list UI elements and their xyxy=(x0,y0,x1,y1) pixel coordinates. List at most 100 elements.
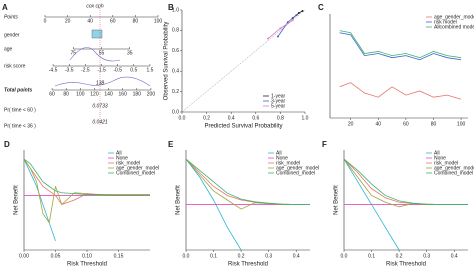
tick-label: 180 xyxy=(133,91,142,97)
series-line xyxy=(339,30,462,59)
x-axis-label: Risk Threshold xyxy=(67,262,107,268)
panel-label: A xyxy=(2,3,8,12)
row-label: age xyxy=(4,46,13,52)
x-tick-label: 60 xyxy=(403,121,409,127)
x-tick-label: 40 xyxy=(376,121,382,127)
y-tick-label: 0.2 xyxy=(172,89,179,95)
x-tick-label: 0.4 xyxy=(228,115,235,121)
y-axis-label: Net Benefit xyxy=(176,185,182,215)
tick-label: 80 xyxy=(133,18,139,24)
legend-label: All xyxy=(116,150,122,156)
legend-label: 3-year xyxy=(271,98,286,104)
row-label: Points xyxy=(4,14,18,20)
tick-label: -2.5 xyxy=(81,67,90,73)
panel-label: B xyxy=(168,3,174,12)
legend-label: None xyxy=(434,155,446,161)
y-axis-label: Observed Survival Probability xyxy=(164,22,170,101)
tick-label: 60 xyxy=(49,91,55,97)
legend-label: Combined_model xyxy=(276,170,315,176)
legend-label: age_gender_model xyxy=(434,14,474,20)
legend-label: 5-year xyxy=(271,103,286,109)
tick-label: 100 xyxy=(154,18,163,24)
point xyxy=(295,14,298,17)
legend-label: age_gender_model xyxy=(276,165,319,171)
panel-label: C xyxy=(318,3,324,12)
x-tick-label: 0.0 xyxy=(183,253,190,259)
tick-label: 140 xyxy=(104,91,113,97)
y-tick-label: 1.0 xyxy=(172,7,179,13)
x-tick-label: 80 xyxy=(431,121,437,127)
legend-label: All xyxy=(434,150,440,156)
row-label: gender xyxy=(4,32,20,38)
row-label: Pr( time < 36 ) xyxy=(4,123,36,129)
tick-label: 0 xyxy=(44,18,47,24)
reference xyxy=(181,9,306,113)
point xyxy=(279,27,282,30)
x-tick-label: 0.1 xyxy=(368,253,375,259)
annotation: 138 xyxy=(96,80,105,86)
series-line xyxy=(23,158,150,224)
point xyxy=(291,19,294,22)
y-tick-label: 0.0 xyxy=(172,109,179,115)
legend-label: None xyxy=(116,155,128,161)
series-line xyxy=(339,32,462,61)
series-line xyxy=(23,158,56,242)
y-axis-label: Net Benefit xyxy=(14,185,20,215)
density xyxy=(69,47,121,62)
x-tick-label: 0.8 xyxy=(277,115,284,121)
x-tick-label: 0.15 xyxy=(114,253,124,259)
tick-label: 80 xyxy=(63,91,69,97)
series-line xyxy=(339,82,462,100)
panel-label: E xyxy=(168,140,174,149)
legend-label: risk_model xyxy=(276,160,300,166)
nomogram-title: cox cph xyxy=(86,3,103,9)
x-tick-label: 0.3 xyxy=(265,253,272,259)
legend-label: risk_model xyxy=(116,160,140,166)
legend-label: 1-year xyxy=(271,93,286,99)
tick-label: 20 xyxy=(65,18,71,24)
point xyxy=(276,35,279,38)
x-tick-label: 0.05 xyxy=(51,253,61,259)
y-tick-label: 0.4 xyxy=(172,69,179,75)
tick-label: -1.5 xyxy=(97,67,106,73)
legend-label: None xyxy=(276,155,288,161)
legend-label: Allcombined model xyxy=(434,24,474,30)
x-axis-label: Predicted Survival Probability xyxy=(204,124,282,130)
y-tick-label: 0.8 xyxy=(172,28,179,34)
legend-label: All xyxy=(276,150,282,156)
x-tick-label: 0.0 xyxy=(341,253,348,259)
tick-label: 0.5 xyxy=(130,67,137,73)
tick-label: -3.5 xyxy=(65,67,74,73)
tick-label: 40 xyxy=(87,18,93,24)
row-label: Pr( time < 60 ) xyxy=(4,107,36,113)
tick-label: 1.5 xyxy=(146,67,153,73)
tick-label: 100 xyxy=(76,91,85,97)
x-tick-label: 0.10 xyxy=(82,253,92,259)
tick-label: 60 xyxy=(110,18,116,24)
series-line xyxy=(185,158,310,205)
tick-label: 160 xyxy=(119,91,128,97)
legend-label: age_gender_model xyxy=(434,165,474,171)
x-tick-label: 0.2 xyxy=(396,253,403,259)
row-label: Total points xyxy=(4,87,32,93)
series-line xyxy=(23,158,150,196)
tick-label: 35 xyxy=(127,50,133,56)
x-tick-label: 0.0 xyxy=(179,115,186,121)
gender-box xyxy=(91,29,103,39)
x-axis-label: Risk Threshold xyxy=(228,262,268,268)
series-line xyxy=(267,19,293,39)
legend-label: Combined_model xyxy=(434,170,473,176)
x-tick-label: 0.00 xyxy=(19,253,29,259)
x-tick-label: 0.6 xyxy=(252,115,259,121)
legend-label: risk model xyxy=(434,19,457,25)
x-tick-label: 0.2 xyxy=(203,115,210,121)
tick-label: 200 xyxy=(147,91,156,97)
series-line xyxy=(185,158,242,251)
x-tick-label: 100 xyxy=(457,121,466,127)
tick-label: 55 xyxy=(99,50,105,56)
y-axis-label: Net Benefit xyxy=(334,185,340,215)
panel-label: D xyxy=(4,140,10,149)
y-tick-label: 0.6 xyxy=(172,48,179,54)
row-label: risk score xyxy=(4,63,26,69)
